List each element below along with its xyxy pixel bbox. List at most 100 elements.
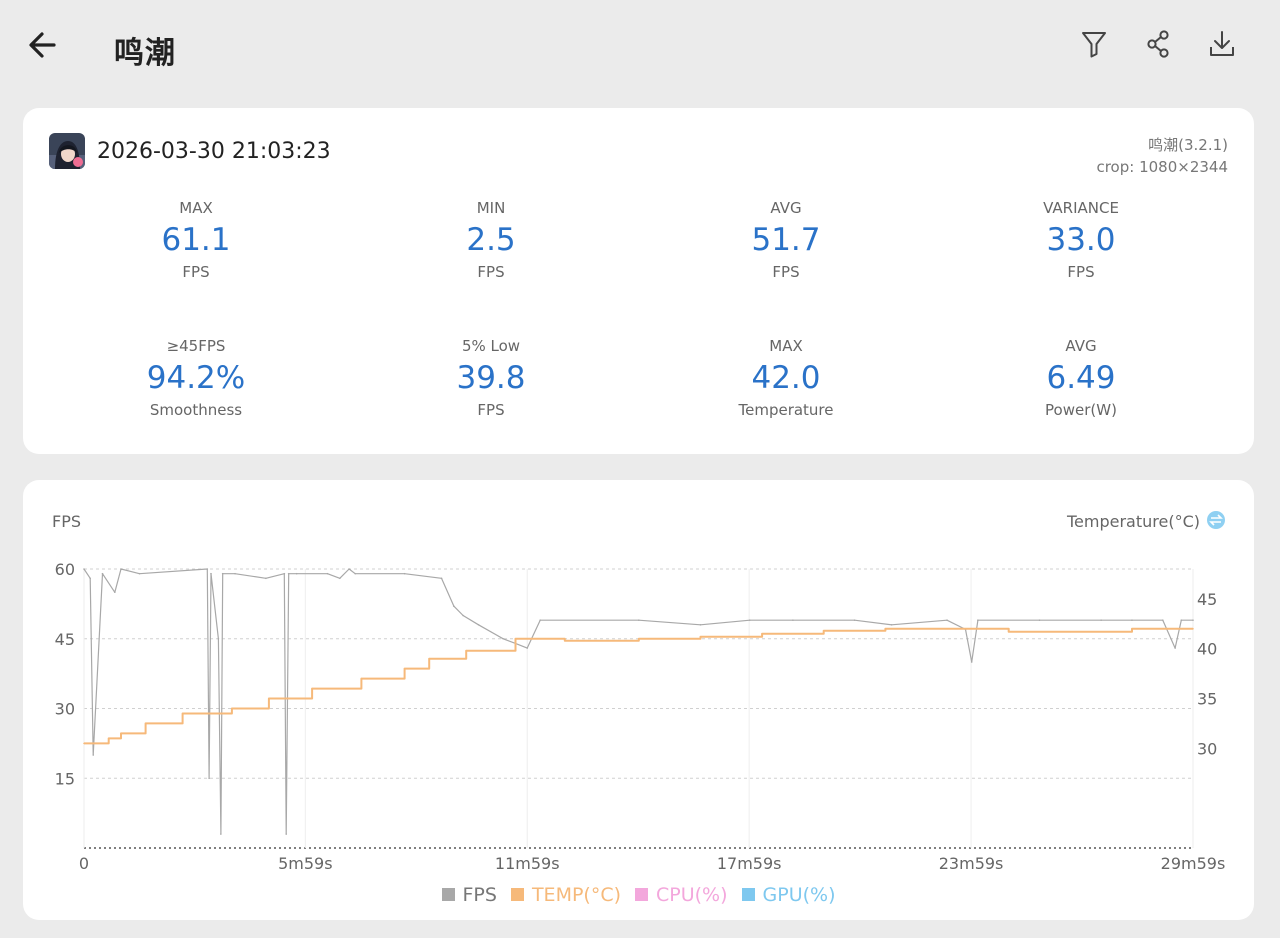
download-button[interactable] [1207,28,1237,60]
data-point-fps [526,647,529,649]
data-point-fps [101,572,104,575]
stat-variance: VARIANCE 33.0 FPS [981,198,1181,282]
stat-label: MAX [179,199,213,217]
filter-icon [1082,32,1106,58]
data-point-fps [1192,619,1194,621]
data-point-fps [92,754,95,756]
page-title: 鸣潮 [114,36,176,71]
data-point-temp [1069,630,1072,633]
legend-swatch [741,888,755,901]
stat-value: 94.2% [146,360,246,396]
series-line-temp [84,627,1193,745]
legend-label: TEMP(°C) [531,884,622,906]
data-point-temp [268,697,270,700]
stat-unit: Smoothness [149,401,243,419]
data-point-fps [221,572,224,575]
y2-tick-label: 30 [1197,739,1217,758]
data-point-fps [210,572,212,575]
stat-label: VARIANCE [1043,199,1119,217]
data-point-fps [1180,619,1183,621]
stat-smoothness: ≥45FPS 94.2% Smoothness [96,336,296,420]
data-point-fps [502,637,504,640]
stat-value: 2.5 [466,222,516,258]
legend-item[interactable]: FPS [441,884,497,906]
stat-label: 5% Low [461,337,521,355]
app-avatar [49,133,85,169]
data-point-fps [403,572,406,575]
data-point-fps [265,577,267,580]
data-point-fps [946,619,948,621]
data-point-fps [477,624,480,626]
stat-label: ≥45FPS [166,337,226,355]
data-point-fps [977,619,979,621]
data-point-temp [514,637,517,640]
data-point-fps [285,833,287,835]
x-tick-label: 5m59s [278,854,332,873]
y-tick-label: 15 [55,769,75,788]
data-point-temp [83,742,85,745]
fps-temperature-chart: FPS Temperature(°C) 15 30 45 60 0 5m59s 11m59s 17… [52,511,1225,873]
filter-button[interactable] [1079,28,1109,60]
x-tick-label: 17m59s [717,854,782,873]
legend-item[interactable]: GPU(%) [741,884,836,906]
legend-label: CPU(%) [656,884,728,906]
data-point-fps [462,614,464,617]
crop-resolution: crop: 1080×2344 [1096,158,1228,176]
data-point-temp [181,712,184,715]
data-point-fps [120,568,122,570]
data-point-fps [83,568,85,570]
stat-unit: FPS [182,263,210,281]
data-point-temp [884,627,887,630]
stat-label: MAX [769,337,803,355]
data-point-temp [144,722,147,725]
data-point-temp [1007,630,1010,633]
stat-unit: FPS [1067,263,1095,281]
data-point-temp [403,667,406,670]
y2-tick-label: 45 [1197,590,1217,609]
data-point-temp [1131,627,1133,630]
stat-unit: Temperature [738,401,834,419]
data-point-fps [234,572,236,575]
legend-swatch [510,888,524,901]
data-point-temp [822,629,825,632]
data-point-temp [107,737,110,740]
legend-label: GPU(%) [762,884,836,906]
stat-value: 61.1 [161,222,231,258]
data-point-fps [1100,619,1102,621]
legend-item[interactable]: CPU(%) [635,884,728,906]
data-point-fps [699,624,702,626]
stat-min-fps: MIN 2.5 FPS [391,198,591,282]
data-point-fps [326,572,329,575]
share-button[interactable] [1143,28,1173,60]
data-point-fps [295,572,298,575]
back-button[interactable] [24,26,62,64]
stat-value: 42.0 [751,360,821,396]
y-tick-label: 30 [55,700,75,719]
stat-unit: FPS [477,263,505,281]
data-point-temp [699,635,702,638]
data-point-temp [564,639,566,642]
data-point-temp [638,637,640,640]
data-point-fps [208,777,210,780]
data-point-fps [638,619,640,621]
data-point-fps [453,605,455,607]
y2-tick-label: 40 [1197,640,1217,659]
data-point-fps [138,572,141,575]
data-point-temp [1192,627,1194,630]
swap-icon[interactable] [1207,511,1225,529]
data-point-fps [354,572,357,575]
data-point-fps [89,577,91,580]
stat-value: 6.49 [1046,360,1116,396]
data-point-fps [339,577,341,580]
stat-avg-power: AVG 6.49 Power(W) [981,336,1181,420]
data-point-fps [206,568,209,570]
y2-tick-label: 35 [1197,690,1217,709]
top-bar: 鸣潮 [0,0,1280,92]
data-point-fps [748,619,751,621]
data-point-fps [114,591,116,594]
legend-swatch [441,888,455,901]
app-version: 鸣潮(3.2.1) [1148,136,1228,154]
legend-item[interactable]: TEMP(°C) [510,884,622,906]
y-tick-label: 45 [55,630,75,649]
stat-value: 39.8 [456,360,526,396]
